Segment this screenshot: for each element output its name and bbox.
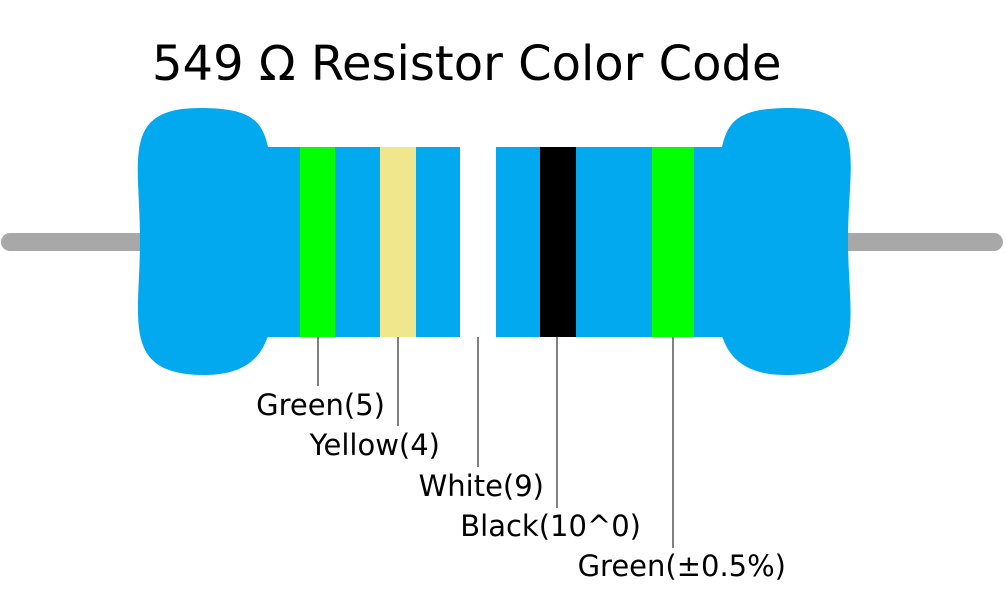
band-label: Yellow(4) (309, 428, 440, 462)
band (380, 147, 416, 337)
band-label: Green(±0.5%) (578, 549, 786, 583)
band-label: Green(5) (256, 388, 385, 422)
bulb-left (137, 108, 268, 375)
bulb-right (722, 108, 851, 375)
band-label: Black(10^0) (460, 509, 641, 543)
band (652, 147, 694, 337)
band (540, 147, 576, 337)
band (460, 147, 496, 337)
title: 549 Ω Resistor Color Code (152, 36, 782, 92)
band (300, 147, 335, 337)
band-label: White(9) (419, 469, 544, 503)
